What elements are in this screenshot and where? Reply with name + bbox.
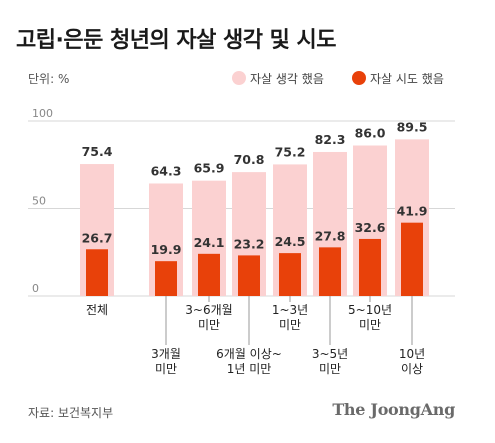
x-tick-label-0-0: 전체 <box>86 303 108 317</box>
x-tick-label-7-0: 10년 <box>399 347 425 361</box>
data-label-thought-4: 75.2 <box>275 144 306 159</box>
x-tick-label-7-1: 이상 <box>401 362 423 376</box>
data-label-attempt-6: 32.6 <box>355 220 386 235</box>
data-label-attempt-4: 24.5 <box>275 234 306 249</box>
legend-swatch-attempt <box>352 71 366 85</box>
bar-attempt-1 <box>155 261 177 296</box>
bar-attempt-2 <box>198 253 220 296</box>
legend-item-thought: 자살 생각 했음 <box>232 70 324 87</box>
x-tick-label-3-0: 6개월 이상~ <box>216 347 282 361</box>
x-tick-label-6-0: 5~10년 <box>348 303 392 317</box>
data-label-thought-2: 65.9 <box>194 161 225 176</box>
x-tick-label-4-1: 미만 <box>279 318 301 332</box>
legend-swatch-thought <box>232 71 246 85</box>
x-tick-label-6-1: 미만 <box>359 318 381 332</box>
legend-item-attempt: 자살 시도 했음 <box>352 70 444 87</box>
data-label-attempt-1: 19.9 <box>151 242 182 257</box>
data-label-thought-7: 89.5 <box>397 119 428 134</box>
x-tick-label-2-1: 미만 <box>198 318 220 332</box>
unit-label: 단위: % <box>28 72 70 86</box>
data-label-attempt-0: 26.7 <box>82 230 113 245</box>
x-tick-label-3-1: 1년 미만 <box>227 362 272 376</box>
data-label-attempt-3: 23.2 <box>234 236 265 251</box>
bar-attempt-7 <box>401 222 423 296</box>
x-tick-label-1-1: 미만 <box>155 362 177 376</box>
bar-attempt-0 <box>86 249 108 296</box>
data-label-thought-0: 75.4 <box>82 144 113 159</box>
data-label-thought-3: 70.8 <box>234 152 265 167</box>
source-note: 자료: 보건복지부 <box>28 406 114 420</box>
data-label-thought-5: 82.3 <box>315 132 346 147</box>
x-tick-label-1-0: 3개월 <box>151 347 181 361</box>
x-tick-label-4-0: 1~3년 <box>272 303 308 317</box>
x-tick-label-5-0: 3~5년 <box>312 347 348 361</box>
brand-logo: The JoongAng <box>332 400 455 419</box>
y-tick-label-0: 0 <box>32 282 39 295</box>
x-tick-label-5-1: 미만 <box>319 362 341 376</box>
data-label-thought-6: 86.0 <box>355 126 386 141</box>
bar-attempt-6 <box>359 238 381 296</box>
legend-label-attempt: 자살 시도 했음 <box>370 72 444 86</box>
bar-attempt-3 <box>238 255 260 296</box>
bar-attempt-5 <box>319 247 341 296</box>
data-label-thought-1: 64.3 <box>151 163 182 178</box>
page-title: 고립·은둔 청년의 자살 생각 및 시도 <box>16 28 337 53</box>
data-label-attempt-5: 27.8 <box>315 228 346 243</box>
x-tick-label-2-0: 3~6개월 <box>185 303 232 317</box>
legend-label-thought: 자살 생각 했음 <box>250 72 324 86</box>
bar-attempt-4 <box>279 253 301 296</box>
data-label-attempt-2: 24.1 <box>194 235 225 250</box>
data-label-attempt-7: 41.9 <box>397 204 428 219</box>
y-tick-label-100: 100 <box>32 107 53 120</box>
y-tick-label-50: 50 <box>32 195 46 208</box>
